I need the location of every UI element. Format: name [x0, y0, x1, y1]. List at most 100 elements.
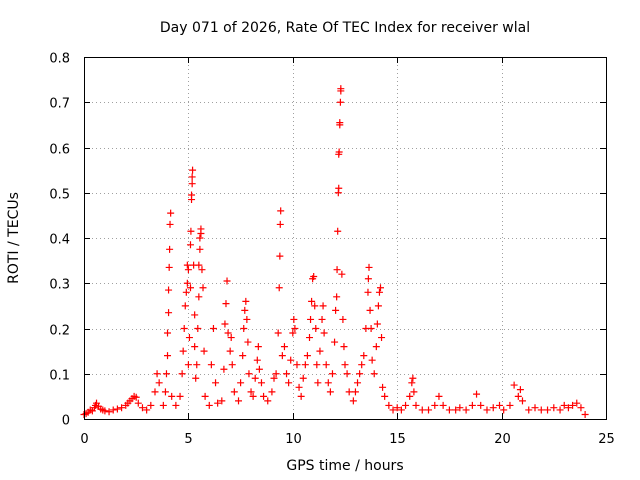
data-point: [241, 306, 249, 314]
data-point: [462, 406, 470, 414]
data-point: [212, 379, 220, 387]
data-point: [105, 408, 113, 416]
data-point: [164, 352, 172, 360]
data-point: [182, 288, 190, 296]
data-point: [418, 406, 426, 414]
grid-layer: [84, 57, 606, 419]
data-point: [439, 401, 447, 409]
data-point: [195, 261, 203, 269]
data-point: [334, 227, 342, 235]
data-point: [311, 302, 319, 310]
data-point: [336, 119, 344, 127]
data-point: [328, 370, 336, 378]
data-point: [365, 263, 373, 271]
data-point: [277, 207, 285, 215]
data-point: [550, 404, 558, 412]
data-point: [564, 404, 572, 412]
data-point: [343, 370, 351, 378]
data-point: [339, 315, 347, 323]
plot-frame: [84, 57, 607, 420]
data-point: [253, 356, 261, 364]
data-point: [379, 383, 387, 391]
data-point: [435, 392, 443, 400]
data-points: [80, 85, 589, 418]
data-point: [166, 220, 174, 228]
data-point: [351, 388, 359, 396]
data-point: [341, 361, 349, 369]
data-point: [477, 401, 485, 409]
data-point: [165, 263, 173, 271]
data-point: [310, 272, 318, 280]
data-point: [184, 266, 192, 274]
data-point: [260, 392, 268, 400]
data-point: [278, 352, 286, 360]
data-point: [224, 329, 232, 337]
data-point: [358, 361, 366, 369]
data-point: [366, 306, 374, 314]
data-point: [249, 392, 257, 400]
data-point: [372, 343, 380, 351]
x-tick-label: 20: [494, 432, 511, 447]
data-point: [314, 379, 322, 387]
data-point: [295, 383, 303, 391]
data-point: [500, 406, 508, 414]
data-point: [506, 401, 514, 409]
data-point: [412, 401, 420, 409]
data-point: [556, 406, 564, 414]
data-point: [172, 401, 180, 409]
data-point: [531, 404, 539, 412]
data-point: [244, 338, 252, 346]
data-point: [264, 397, 272, 405]
data-point: [183, 279, 191, 287]
data-point: [147, 401, 155, 409]
data-point: [247, 388, 255, 396]
data-point: [132, 393, 140, 401]
x-tick-label: 15: [389, 432, 406, 447]
data-point: [276, 220, 284, 228]
data-point: [291, 325, 299, 332]
data-point: [510, 381, 518, 389]
y-tick-label: 0.1: [49, 369, 70, 384]
data-point: [338, 270, 346, 278]
data-point: [275, 284, 283, 292]
data-point: [178, 370, 186, 378]
y-tick-label: 0.3: [49, 278, 70, 293]
data-point: [370, 370, 378, 378]
data-point: [188, 180, 196, 188]
data-point: [230, 388, 238, 396]
data-point: [151, 388, 159, 396]
data-point: [345, 388, 353, 396]
data-point: [153, 370, 161, 378]
data-point: [452, 406, 460, 414]
data-point: [193, 361, 201, 369]
data-point: [332, 306, 340, 314]
data-point: [185, 334, 193, 342]
data-point: [389, 406, 397, 414]
data-point: [192, 374, 200, 382]
data-point: [196, 245, 204, 253]
data-point: [179, 347, 187, 355]
y-tick-label: 0.8: [49, 52, 70, 67]
data-point: [316, 347, 324, 355]
data-point: [303, 352, 311, 360]
data-point: [483, 406, 491, 414]
data-point: [374, 302, 382, 310]
data-point: [287, 356, 295, 364]
data-point: [242, 297, 250, 305]
data-point: [425, 406, 433, 414]
data-point: [376, 284, 384, 292]
data-point: [159, 401, 167, 409]
data-point: [297, 392, 305, 400]
data-point: [218, 397, 226, 405]
data-point: [537, 406, 545, 414]
x-tick-label: 0: [80, 432, 88, 447]
data-point: [254, 343, 262, 351]
data-point: [270, 374, 278, 382]
data-point: [243, 315, 251, 323]
data-point: [194, 325, 202, 332]
data-point: [335, 184, 343, 192]
data-point: [167, 209, 175, 217]
data-point: [406, 392, 414, 400]
data-point: [165, 286, 173, 294]
data-point: [373, 320, 381, 328]
